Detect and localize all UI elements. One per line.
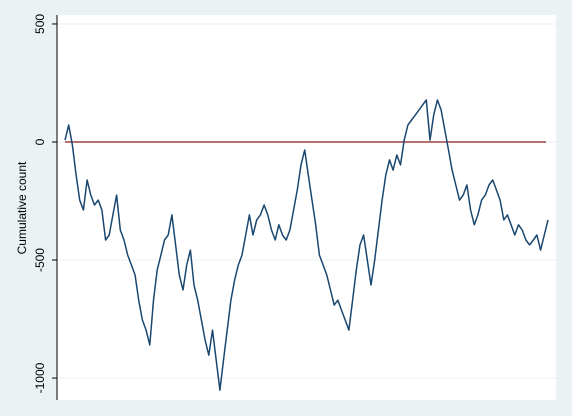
y-tick-label: -500 (33, 248, 47, 272)
y-tick-label: 500 (33, 14, 47, 34)
plot-area (57, 15, 556, 400)
y-tick-label: -1000 (33, 362, 47, 393)
y-tick-label: 0 (33, 138, 47, 145)
y-axis-label: Cumulative count (15, 161, 29, 254)
data-line (64, 99, 549, 391)
